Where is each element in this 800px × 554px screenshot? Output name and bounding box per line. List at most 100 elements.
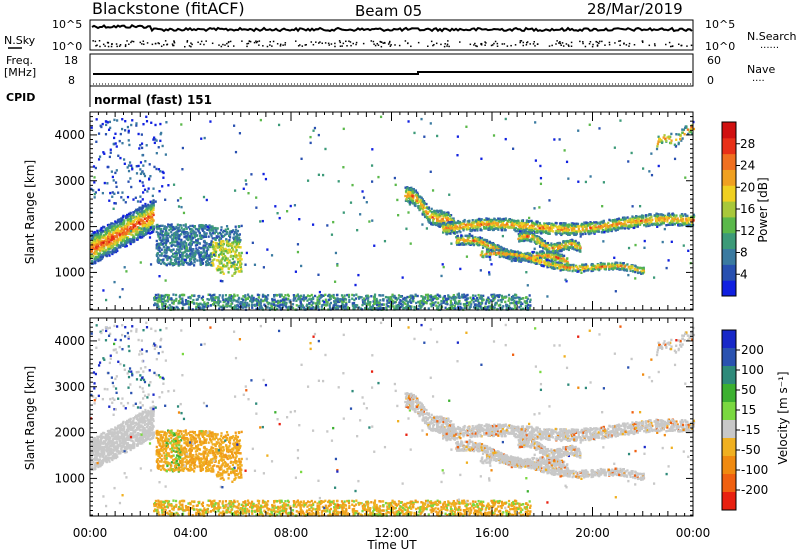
- power-cell: [332, 220, 335, 224]
- power-cell: [389, 296, 392, 299]
- power-cell: [394, 183, 397, 187]
- power-cell: [91, 236, 94, 239]
- power-cell: [169, 241, 172, 245]
- power-cell: [209, 225, 213, 229]
- power-cell: [187, 243, 191, 246]
- power-cell: [211, 240, 215, 244]
- power-cell: [220, 250, 223, 254]
- power-cell: [118, 238, 121, 241]
- power-cell: [244, 179, 247, 182]
- power-cell: [172, 302, 175, 305]
- power-cell: [203, 302, 207, 306]
- power-cell: [159, 224, 162, 228]
- power-cell: [214, 244, 217, 247]
- nsearch-point: [141, 43, 143, 45]
- power-cell: [328, 304, 331, 307]
- power-cell: [465, 301, 469, 305]
- power-cell: [270, 302, 273, 306]
- power-cell: [239, 254, 242, 257]
- power-cell: [97, 252, 100, 255]
- power-cell: [169, 260, 172, 264]
- power-cell: [238, 236, 241, 240]
- power-cell: [104, 239, 107, 243]
- nsearch-point: [294, 40, 297, 42]
- power-cell: [477, 302, 480, 305]
- power-cell: [427, 210, 430, 214]
- power-cell: [201, 298, 205, 302]
- power-cell: [114, 220, 117, 223]
- power-cell: [411, 200, 415, 203]
- nsearch-point: [376, 42, 379, 45]
- power-cell: [138, 147, 141, 150]
- power-cell: [249, 297, 253, 301]
- nsearch-point: [350, 44, 352, 47]
- power-cell: [539, 182, 543, 186]
- power-cell: [235, 241, 239, 244]
- power-cell: [111, 225, 114, 228]
- power-cell: [193, 225, 196, 229]
- power-cell: [588, 123, 591, 126]
- power-cell: [108, 223, 111, 227]
- power-cell: [448, 193, 451, 196]
- nsearch-point: [608, 43, 611, 46]
- power-cell: [500, 300, 503, 304]
- power-cell: [175, 262, 178, 265]
- power-cell: [213, 301, 216, 304]
- nsearch-point: [625, 44, 628, 46]
- nsearch-point: [310, 41, 313, 43]
- power-cell: [97, 259, 100, 263]
- power-cell: [432, 219, 435, 222]
- power-cell: [141, 235, 144, 239]
- power-cell: [306, 294, 310, 297]
- nsearch-point: [171, 43, 174, 45]
- power-cell: [421, 223, 424, 226]
- power-cell: [200, 257, 203, 260]
- power-cell: [159, 139, 162, 143]
- power-cell: [337, 298, 340, 301]
- power-cell: [158, 294, 161, 297]
- power-cell: [254, 299, 257, 302]
- power-cell: [180, 240, 183, 243]
- power-cell: [179, 263, 182, 266]
- power-cell: [187, 226, 190, 229]
- power-cell: [480, 157, 483, 160]
- power-cell: [326, 301, 329, 304]
- power-cell: [426, 206, 429, 210]
- power-cell: [270, 305, 273, 308]
- power-cell: [144, 213, 147, 217]
- power-cell: [164, 279, 167, 282]
- power-cell: [225, 241, 228, 244]
- power-cell: [151, 230, 154, 234]
- power-cell: [295, 294, 298, 297]
- power-cell: [166, 255, 170, 258]
- power-cell: [129, 211, 132, 215]
- power-cell: [178, 294, 182, 297]
- power-cell: [162, 297, 165, 300]
- power-cell: [362, 196, 366, 199]
- power-cell: [174, 237, 177, 240]
- power-cell: [425, 301, 428, 305]
- power-cell: [182, 211, 186, 215]
- power-cell: [453, 295, 456, 299]
- power-cell: [152, 211, 155, 215]
- power-cell: [190, 251, 193, 254]
- power-cell: [179, 245, 182, 249]
- nsearch-point: [382, 42, 385, 44]
- power-cell: [175, 231, 178, 234]
- nsearch-point: [374, 44, 377, 47]
- power-cell: [129, 215, 132, 218]
- power-cell: [524, 304, 527, 308]
- power-cell: [113, 225, 116, 228]
- nsearch-point: [255, 41, 258, 44]
- power-cell: [115, 169, 118, 172]
- power-cell: [296, 250, 300, 254]
- power-cell: [210, 296, 213, 299]
- power-cell: [223, 259, 226, 262]
- power-cell: [108, 199, 111, 202]
- power-cell: [115, 244, 118, 247]
- power-cell: [100, 243, 103, 246]
- power-cell: [278, 216, 281, 220]
- power-cell: [218, 248, 222, 252]
- power-cell: [130, 233, 133, 236]
- power-cell: [122, 223, 125, 226]
